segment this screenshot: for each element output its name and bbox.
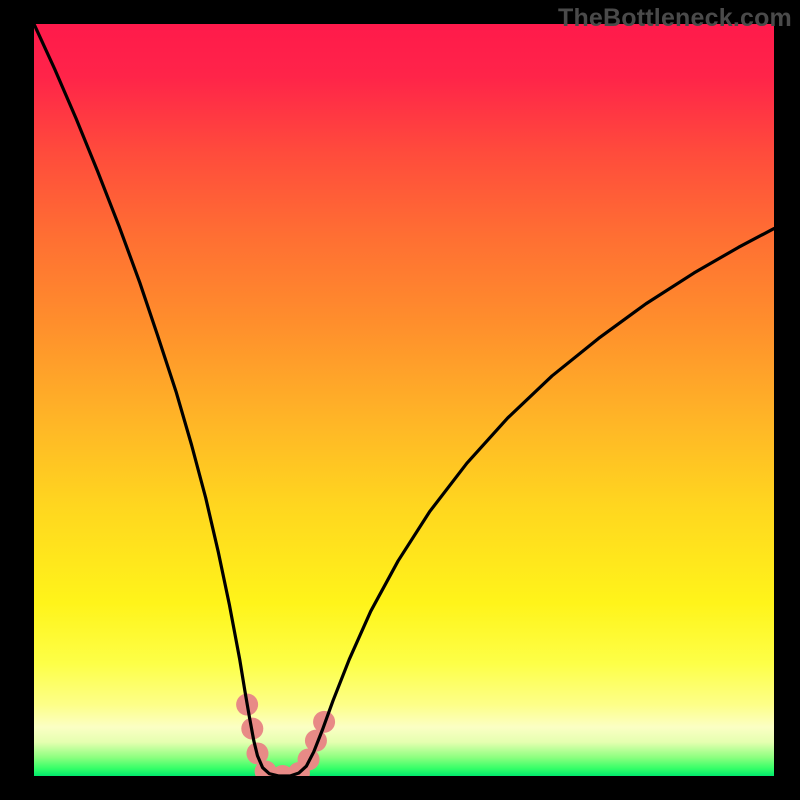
chart-container [34,24,774,776]
watermark-text: TheBottleneck.com [558,4,792,33]
bottleneck-curve [34,24,774,776]
curve-layer [34,24,774,776]
